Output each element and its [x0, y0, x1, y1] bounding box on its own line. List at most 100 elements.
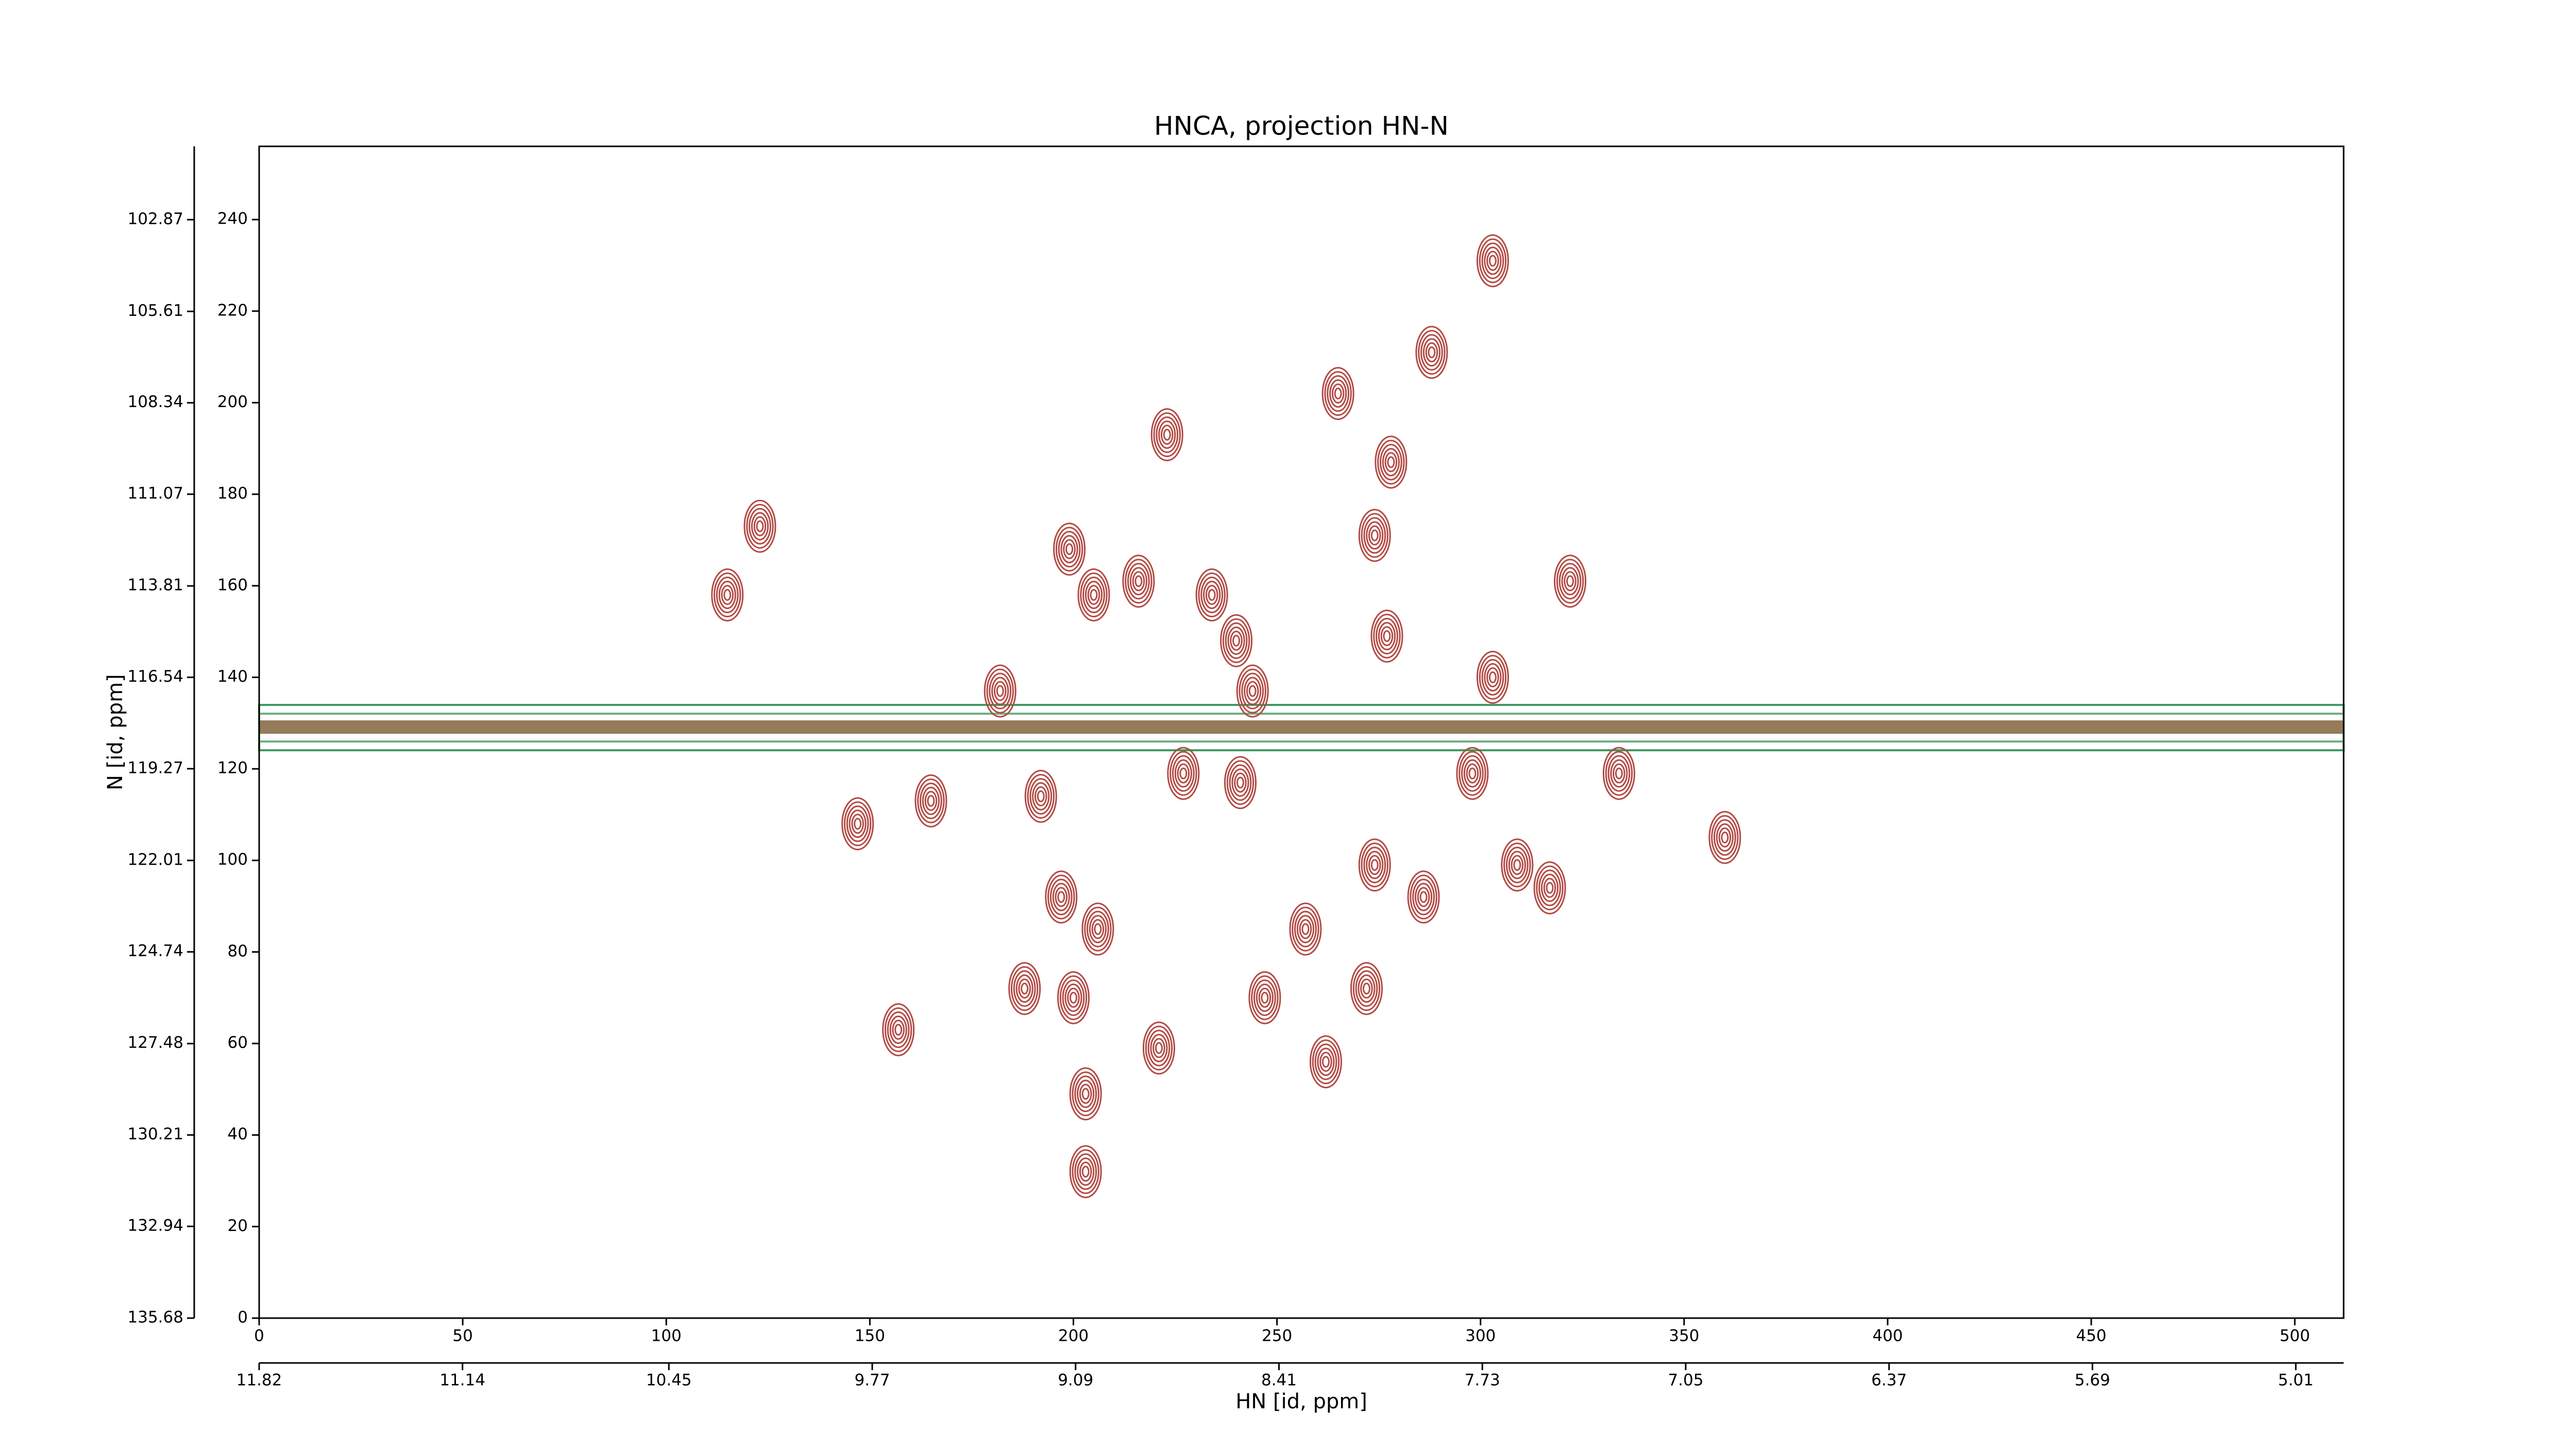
contour-level — [1602, 747, 1635, 800]
contour-level — [1428, 346, 1436, 359]
contour-level — [1069, 1067, 1102, 1121]
contour-level — [1236, 777, 1244, 789]
contour-level — [884, 1007, 912, 1052]
contour-level — [1711, 815, 1739, 860]
x2-tick-label: 10.45 — [646, 1371, 692, 1390]
contour-level — [1481, 242, 1504, 279]
contour-level — [716, 577, 739, 614]
contour-level — [1352, 966, 1381, 1011]
contour-level — [1234, 772, 1247, 793]
contour-level — [1366, 521, 1384, 550]
y2-tick-label: 102.87 — [128, 210, 183, 228]
contour-level — [1163, 429, 1171, 441]
contour-level — [1072, 1071, 1099, 1117]
contour-level — [1414, 883, 1433, 912]
contour-level — [1063, 539, 1076, 560]
peak — [1220, 614, 1253, 667]
contour-level — [1511, 855, 1524, 875]
x-tick-label: 500 — [2280, 1327, 2310, 1345]
contour-level — [1047, 874, 1075, 920]
contour-level — [1360, 978, 1373, 999]
y-tick-label: 0 — [238, 1308, 248, 1327]
contour-level — [1479, 238, 1507, 283]
x-tick-label: 350 — [1669, 1327, 1699, 1345]
peak — [1150, 408, 1183, 462]
contour-level — [1505, 847, 1529, 884]
y-tick-label: 80 — [228, 942, 248, 961]
peak — [1415, 326, 1448, 379]
peak — [1358, 509, 1391, 562]
peak — [1069, 1067, 1102, 1121]
contour-level — [743, 499, 776, 553]
contour-level — [843, 801, 872, 847]
contour-level — [1708, 811, 1741, 864]
contour-level — [1224, 756, 1257, 810]
peak — [1407, 870, 1440, 924]
contour-level — [1230, 630, 1243, 651]
contour-level — [1334, 387, 1342, 400]
peak — [1456, 747, 1489, 800]
contour-level — [1301, 923, 1310, 935]
contour-level — [1069, 991, 1077, 1004]
contour-level — [1716, 823, 1734, 852]
peak — [1224, 756, 1257, 810]
plot-frame — [258, 145, 2345, 1319]
contour-level — [1488, 255, 1497, 267]
contour-level — [718, 581, 736, 610]
contour-level — [756, 520, 764, 532]
x-tick-label: 200 — [1058, 1327, 1089, 1345]
contour-level — [841, 797, 874, 851]
peak — [1476, 650, 1509, 704]
contour-level — [1373, 613, 1401, 659]
contour-level — [1089, 915, 1107, 943]
contour-level — [1179, 767, 1188, 780]
peak — [1069, 1145, 1102, 1199]
contour-level — [991, 677, 1009, 705]
y2-tick-label: 108.34 — [128, 393, 183, 411]
contour-level — [1258, 987, 1272, 1008]
contour-level — [1508, 851, 1526, 880]
contour-level — [1607, 755, 1631, 792]
y2-tick-label: 122.01 — [128, 850, 183, 869]
contour-level — [1476, 650, 1509, 704]
y2-tick-label: 105.61 — [128, 301, 183, 320]
contour-level — [1058, 531, 1081, 568]
contour-level — [1029, 778, 1053, 815]
contour-level — [1125, 559, 1153, 604]
contour-level — [1554, 554, 1587, 608]
contour-level — [1170, 751, 1197, 796]
contour-level — [1420, 334, 1443, 371]
contour-level — [1226, 760, 1255, 805]
contour-level — [922, 786, 940, 815]
x-tick-label: 100 — [651, 1327, 682, 1345]
contour-level — [1610, 759, 1628, 788]
peak — [1370, 609, 1403, 663]
contour-level — [1488, 671, 1497, 683]
contour-level — [711, 568, 744, 622]
contour-level — [887, 1011, 910, 1048]
contour-level — [1613, 763, 1625, 784]
peak — [1350, 962, 1383, 1015]
contour-level — [1053, 523, 1086, 576]
contour-level — [714, 572, 741, 618]
contour-level — [919, 782, 942, 819]
contour-level — [1358, 974, 1376, 1003]
contour-level — [1417, 887, 1430, 907]
contour-level — [749, 508, 771, 545]
contour-level — [894, 1023, 903, 1036]
contour-level — [1375, 435, 1408, 489]
contour-level — [1296, 915, 1315, 943]
peak — [1057, 971, 1090, 1024]
contour-level — [1220, 614, 1253, 667]
contour-level — [1533, 861, 1566, 915]
peak — [1602, 747, 1635, 800]
contour-level — [1456, 747, 1489, 800]
contour-level — [1368, 525, 1381, 546]
contour-level — [846, 805, 869, 843]
x2-tick-label: 11.14 — [439, 1371, 485, 1390]
contour-level — [1248, 971, 1281, 1024]
contour-level — [1513, 859, 1521, 871]
contour-level — [1027, 773, 1055, 819]
y-tick-label: 140 — [217, 667, 248, 686]
contour-level — [1142, 1021, 1175, 1075]
